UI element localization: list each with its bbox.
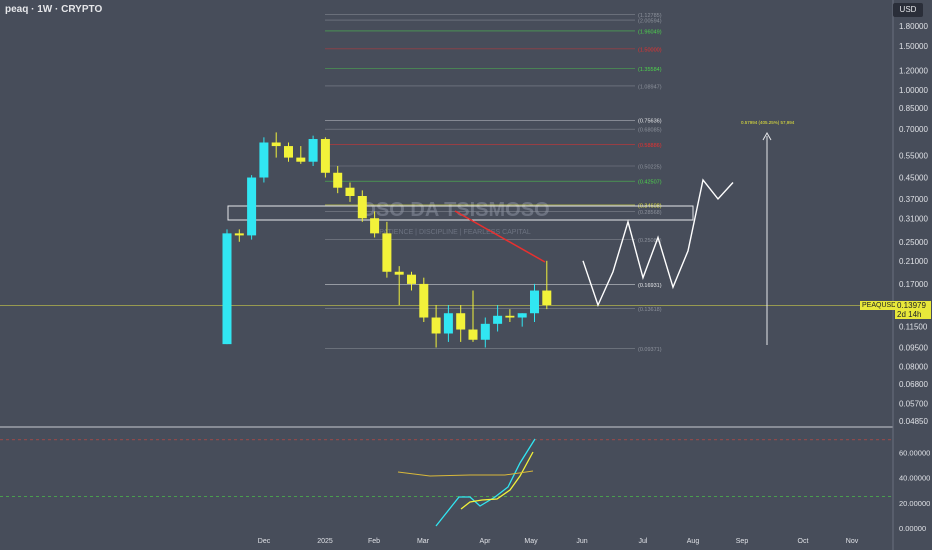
- candle-body: [505, 315, 515, 318]
- candle-body: [382, 233, 392, 272]
- resistance-box: [227, 205, 694, 221]
- fib-level-label: (2.00594): [638, 19, 662, 25]
- y-tick-label: 0.70000: [899, 125, 928, 134]
- currency-button[interactable]: USD: [893, 3, 923, 17]
- x-tick-label: Aug: [687, 538, 700, 545]
- oscillator-signal-line: [397, 470, 534, 477]
- candle-body: [530, 290, 539, 314]
- y-tick-label: 0.11500: [899, 323, 928, 332]
- candle-body: [419, 283, 429, 318]
- y-tick-label: 0.05700: [899, 399, 928, 408]
- x-tick-label: May: [524, 538, 538, 545]
- fib-level-label: (1.12785): [638, 13, 662, 19]
- x-tick-label: Sep: [736, 538, 749, 545]
- fib-level-label: (0.13618): [638, 307, 662, 313]
- fib-level-label: (0.28568): [638, 210, 662, 216]
- y-tick-label: 0.04850: [899, 417, 928, 426]
- candle-body: [542, 290, 552, 306]
- x-tick-label: Apr: [480, 538, 492, 545]
- candle-body: [456, 313, 466, 330]
- fib-level-label: (0.25080): [638, 238, 662, 244]
- candle-body: [308, 139, 318, 162]
- candle-body: [480, 323, 490, 340]
- fib-level-label: (0.68085): [638, 128, 662, 134]
- candle-body: [370, 218, 380, 234]
- x-tick-label: Jun: [576, 538, 587, 545]
- current-price-tag: 0.13979 2d 14h: [895, 301, 931, 319]
- x-tick-label: Oct: [798, 538, 809, 545]
- candle-body: [357, 195, 367, 219]
- osc-tick-label: 20.00000: [899, 499, 930, 508]
- y-tick-label: 0.06800: [899, 380, 928, 389]
- fib-level-label: (1.96049): [638, 29, 662, 35]
- candle-body: [271, 142, 281, 147]
- chart-title: peaq · 1W · CRYPTO: [5, 4, 103, 15]
- y-tick-label: 0.21000: [899, 257, 928, 266]
- candle-body: [345, 187, 355, 196]
- oscillator-slow-line: [460, 451, 534, 510]
- y-tick-label: 0.08000: [899, 362, 928, 371]
- fib-level-label: (0.75636): [638, 119, 662, 125]
- candle-body: [333, 172, 343, 188]
- oscillator-fast-line: [435, 438, 536, 527]
- fib-level-label: (0.50225): [638, 165, 662, 171]
- y-tick-label: 1.50000: [899, 42, 928, 51]
- x-tick-label: Nov: [846, 538, 859, 545]
- fib-level-label: (0.16931): [638, 283, 662, 289]
- target-label: 0.57994 (405.25%) 57,994: [741, 120, 795, 125]
- candle-body: [247, 177, 257, 236]
- candle-body: [284, 146, 293, 158]
- y-tick-label: 1.20000: [899, 66, 928, 75]
- y-tick-label: 0.55000: [899, 152, 928, 161]
- projection-path: [582, 178, 734, 308]
- candle-body: [394, 271, 404, 275]
- symbol-tag: PEAQUSD: [860, 301, 899, 310]
- watermark-tagline: PATIENCE | DISCIPLINE | FEARLESS CAPITAL: [379, 229, 531, 236]
- x-tick-label: Feb: [368, 538, 380, 545]
- fib-level-label: (0.58886): [638, 143, 662, 149]
- y-tick-label: 1.80000: [899, 22, 928, 31]
- fib-level-label: (1.08947): [638, 84, 662, 90]
- y-tick-label: 0.17000: [899, 280, 928, 289]
- target-arrow-head: [762, 131, 772, 141]
- y-tick-label: 0.25000: [899, 238, 928, 247]
- x-tick-label: Mar: [417, 538, 430, 545]
- candle-body: [222, 233, 232, 345]
- candle-body: [320, 139, 330, 173]
- candle-body: [431, 317, 441, 334]
- y-tick-label: 0.09500: [899, 344, 928, 353]
- x-tick-label: Jul: [639, 538, 648, 545]
- osc-tick-label: 0.00000: [899, 524, 926, 533]
- watermark-name: OSO DA TSISMOSO: [360, 199, 549, 221]
- current-price: 0.13979: [897, 301, 926, 310]
- candle-body: [443, 313, 453, 334]
- y-tick-label: 0.85000: [899, 104, 928, 113]
- candle-body: [296, 157, 306, 162]
- trend-line: [454, 210, 546, 263]
- y-tick-label: 1.00000: [899, 86, 928, 95]
- candle-body: [493, 315, 503, 324]
- candle-countdown: 2d 14h: [897, 310, 922, 319]
- candle-body: [407, 274, 416, 284]
- x-tick-label: 2025: [317, 538, 333, 545]
- osc-tick-label: 60.00000: [899, 448, 930, 457]
- candle-body: [517, 313, 527, 318]
- osc-tick-label: 40.00000: [899, 474, 930, 483]
- x-tick-label: Dec: [258, 538, 271, 545]
- y-tick-label: 0.37000: [899, 195, 928, 204]
- fib-level-label: (0.09371): [638, 347, 662, 353]
- y-tick-label: 0.31000: [899, 214, 928, 223]
- y-tick-label: 0.45000: [899, 174, 928, 183]
- candle-body: [259, 142, 269, 178]
- fib-level-label: (0.42507): [638, 180, 662, 186]
- fib-level-label: (1.35584): [638, 67, 662, 73]
- candle-body: [468, 329, 478, 340]
- candle-body: [234, 233, 244, 236]
- fib-level-label: (1.50000): [638, 47, 662, 53]
